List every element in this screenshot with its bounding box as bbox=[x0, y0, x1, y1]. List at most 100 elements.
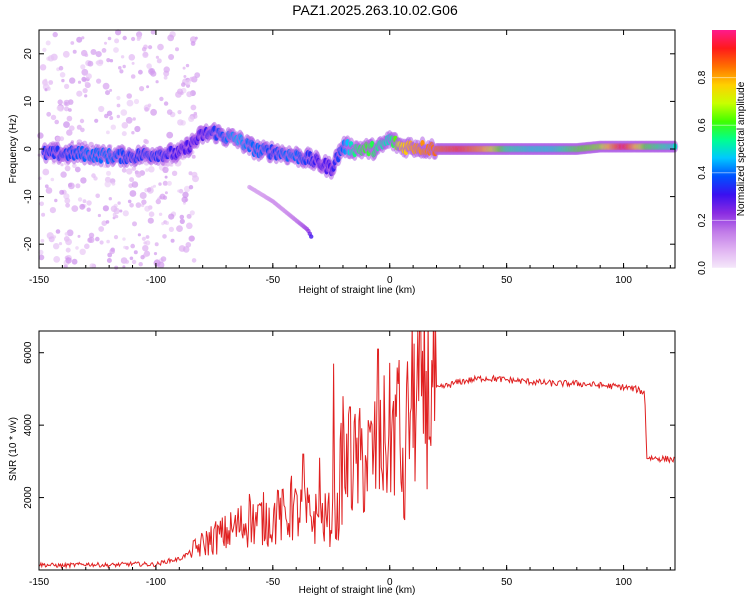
spectrogram-noise-blob bbox=[182, 246, 190, 253]
spectrogram-noise-blob bbox=[142, 51, 149, 57]
spectrogram-noise-blob bbox=[134, 125, 141, 133]
spectrogram-noise-blob bbox=[86, 200, 92, 206]
spectrogram-noise-blob bbox=[69, 125, 75, 131]
spectrogram-noise-blob bbox=[188, 115, 195, 122]
spectrogram-noise-blob bbox=[155, 80, 159, 84]
spectrogram-noise-blob bbox=[82, 78, 86, 82]
colorbar-tick-label: 0.4 bbox=[697, 165, 708, 179]
colorbar-tick-label: 0.2 bbox=[697, 213, 708, 227]
spectrogram-noise-blob bbox=[131, 131, 135, 135]
spectrogram-noise-blob bbox=[49, 207, 57, 214]
spectrogram-noise-blob bbox=[137, 173, 142, 178]
spectrogram-noise-blob bbox=[189, 76, 195, 82]
spectrogram-noise-blob bbox=[188, 171, 193, 176]
spectrogram-noise-blob bbox=[109, 116, 114, 120]
spectrogram-noise-blob bbox=[167, 34, 175, 42]
spectrogram-plot-area bbox=[37, 29, 679, 270]
colorbar-label: Normalized spectral amplitude bbox=[736, 81, 747, 216]
spectrogram-noise-blob bbox=[148, 166, 155, 173]
spectrogram-noise-blob bbox=[37, 132, 44, 139]
spectrogram-noise-blob bbox=[129, 190, 137, 197]
spectrogram-noise-blob bbox=[77, 197, 83, 202]
y-tick-label: 20 bbox=[23, 48, 34, 60]
spectrogram-noise-blob bbox=[91, 173, 96, 178]
spectrogram-noise-blob bbox=[145, 235, 150, 239]
snr-panel: -150 -100 -50 0 50 100 2000 4000 6000 Height of… bbox=[8, 330, 676, 596]
spectrogram-noise-blob bbox=[82, 199, 87, 204]
spectrogram-noise-blob bbox=[79, 118, 85, 124]
spectrogram-noise-blob bbox=[63, 193, 70, 200]
spectrogram-noise-blob bbox=[154, 242, 159, 247]
spectrogram-noise-blob bbox=[121, 131, 127, 137]
y-tick-label: 6000 bbox=[23, 341, 34, 364]
spectrogram-noise-blob bbox=[98, 226, 105, 232]
spectrogram-noise-blob bbox=[133, 250, 138, 255]
spectrogram-noise-blob bbox=[135, 202, 142, 208]
spectrogram-noise-blob bbox=[50, 177, 55, 182]
spectrogram-noise-blob bbox=[130, 243, 135, 249]
spectrogram-noise-blob bbox=[126, 93, 132, 99]
spectrogram-noise-blob bbox=[148, 45, 153, 50]
spectrogram-noise-blob bbox=[171, 170, 178, 176]
spectrogram-noise-blob bbox=[129, 203, 134, 208]
spectrogram-noise-blob bbox=[114, 38, 120, 44]
spectrogram-noise-blob bbox=[104, 181, 111, 188]
spectrogram-noise-blob bbox=[150, 29, 156, 35]
spectrogram-noise-blob bbox=[148, 211, 155, 217]
spectrogram-noise-blob bbox=[44, 184, 49, 189]
spectrogram-noise-blob bbox=[44, 78, 48, 82]
spectrogram-noise-blob bbox=[162, 180, 168, 186]
spectrogram-noise-blob bbox=[84, 243, 90, 250]
spectrogram-noise-blob bbox=[177, 119, 184, 126]
snr-x-ticks: -150 -100 -50 0 50 100 bbox=[29, 331, 671, 588]
spectrogram-noise-blob bbox=[192, 175, 199, 183]
spectrogram-noise-blob bbox=[153, 252, 158, 256]
spectrogram-noise-blob bbox=[122, 35, 127, 41]
spectrogram-noise-blob bbox=[159, 96, 164, 102]
spectrogram-noise-blob bbox=[63, 99, 70, 107]
colorbar-tick-label: 0.8 bbox=[697, 70, 708, 84]
spectrogram-noise-blob bbox=[64, 83, 70, 89]
spectrogram-noise-blob bbox=[84, 81, 88, 85]
spectrogram-noise-blob bbox=[186, 91, 193, 98]
spectrogram-noise-blob bbox=[66, 129, 73, 136]
spectrogram-noise-blob bbox=[183, 75, 187, 78]
spectrogram-noise-blob bbox=[98, 59, 104, 65]
spectrogram-noise-blob bbox=[146, 187, 152, 192]
spectrogram-noise-blob bbox=[106, 110, 113, 117]
spectrogram-secondary-blob bbox=[309, 234, 314, 239]
x-tick-label: 50 bbox=[501, 275, 513, 286]
spectrogram-noise-blob bbox=[125, 116, 133, 124]
spectrogram-noise-blob bbox=[95, 193, 100, 199]
spectrogram-noise-blob bbox=[129, 256, 134, 261]
spectrogram-noise-blob bbox=[190, 41, 196, 46]
spectrogram-noise-blob bbox=[86, 207, 91, 212]
spectrogram-noise-blob bbox=[126, 168, 133, 175]
spectrogram-noise-blob bbox=[145, 240, 151, 246]
spectrogram-noise-blob bbox=[79, 203, 86, 210]
spectrogram-noise-blob bbox=[138, 262, 143, 267]
colorbar-tick-label: 0.0 bbox=[697, 261, 708, 275]
spectrogram-noise-blob bbox=[168, 213, 175, 220]
spectrogram-noise-blob bbox=[116, 103, 121, 108]
spectrogram-noise-blob bbox=[104, 176, 111, 183]
spectrogram-noise-blob bbox=[189, 210, 195, 216]
spectrogram-noise-blob bbox=[191, 154, 196, 159]
x-tick-label: 0 bbox=[387, 577, 393, 588]
spectrogram-noise-blob bbox=[158, 212, 163, 216]
spectrogram-noise-blob bbox=[141, 47, 147, 52]
spectrogram-noise-blob bbox=[90, 49, 97, 55]
spectrogram-noise-blob bbox=[84, 53, 89, 57]
spectrogram-noise-blob bbox=[143, 241, 147, 245]
spectrogram-noise-blob bbox=[177, 110, 182, 115]
spectrogram-noise-blob bbox=[99, 240, 104, 245]
spectrogram-noise-blob bbox=[42, 47, 47, 53]
snr-x-label: Height of straight line (km) bbox=[299, 585, 416, 596]
spectrogram-noise-blob bbox=[121, 122, 129, 129]
spectrogram-noise-blob bbox=[182, 66, 186, 70]
spectrogram-noise-blob bbox=[144, 205, 151, 212]
spectrogram-noise-blob bbox=[162, 166, 169, 173]
spectrogram-noise-blob bbox=[115, 215, 119, 219]
spectrogram-noise-blob bbox=[53, 256, 61, 263]
spectrogram-noise-blob bbox=[188, 185, 194, 190]
